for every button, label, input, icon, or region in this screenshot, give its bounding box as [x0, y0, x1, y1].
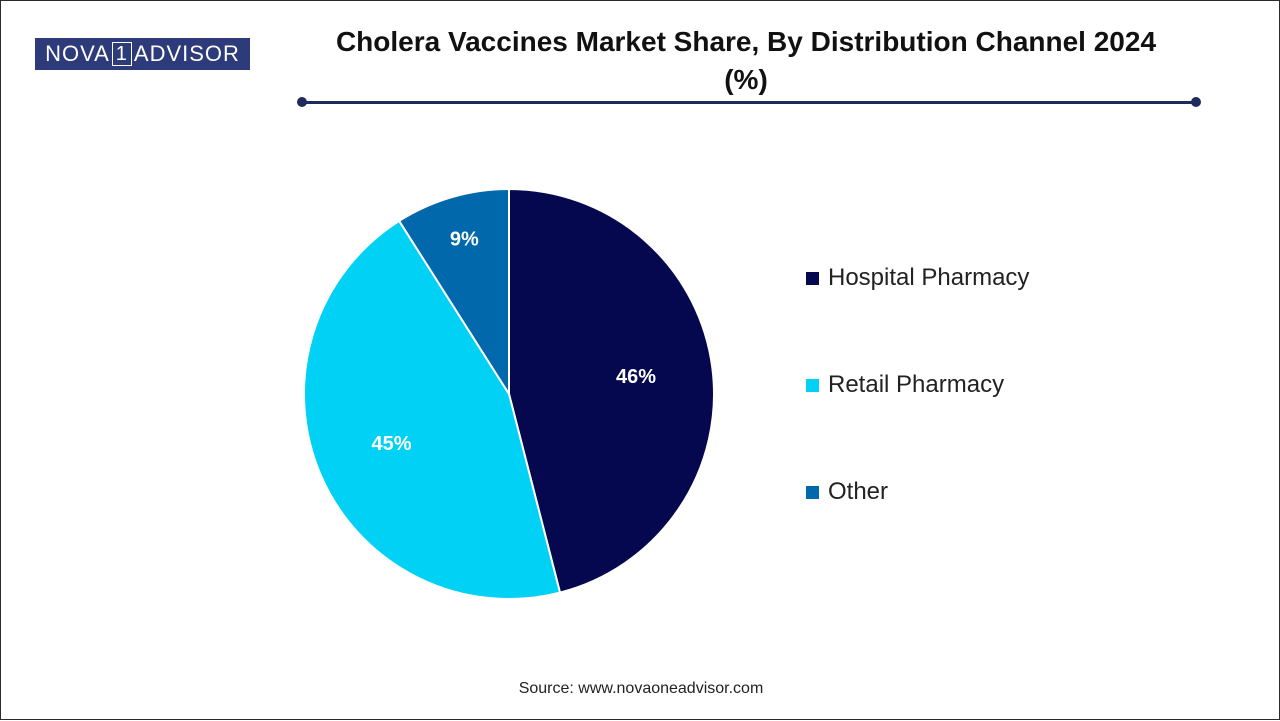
pie-slice-other — [397, 187, 510, 398]
data-label-other: 9% — [450, 229, 479, 251]
title-underline-left-dot — [297, 97, 307, 107]
legend-item-other: Other — [806, 477, 1029, 507]
chart-legend: Hospital Pharmacy Retail Pharmacy Other — [806, 263, 1029, 584]
legend-swatch — [806, 271, 819, 285]
data-label-hospital-pharmacy: 46% — [616, 366, 656, 388]
pie-slice-hospital-pharmacy — [508, 187, 715, 594]
legend-label: Hospital Pharmacy — [828, 264, 1030, 291]
pie-slice-retail-pharmacy — [303, 219, 562, 600]
data-label-retail-pharmacy: 45% — [372, 433, 412, 455]
legend-swatch — [806, 378, 819, 392]
legend-swatch — [806, 485, 819, 499]
chart-title: Cholera Vaccines Market Share, By Distri… — [271, 23, 1221, 99]
source-note: Source: www.novaoneadvisor.com — [518, 680, 764, 697]
title-underline — [301, 101, 1197, 104]
legend-item-hospital-pharmacy: Hospital Pharmacy — [806, 263, 1029, 293]
logo-text-advisor: ADVISOR — [133, 41, 240, 66]
brand-logo: NOVA 1 ADVISOR — [35, 38, 250, 70]
legend-item-retail-pharmacy: Retail Pharmacy — [806, 370, 1029, 400]
legend-label: Retail Pharmacy — [828, 371, 1005, 398]
legend-label: Other — [828, 478, 889, 505]
logo-text-nova: NOVA — [45, 41, 110, 66]
chart-title-line-1: Cholera Vaccines Market Share, By Distri… — [335, 26, 1157, 57]
logo-text-one: 1 — [111, 42, 132, 66]
title-underline-right-dot — [1191, 97, 1201, 107]
chart-title-line-2: (%) — [724, 64, 768, 95]
